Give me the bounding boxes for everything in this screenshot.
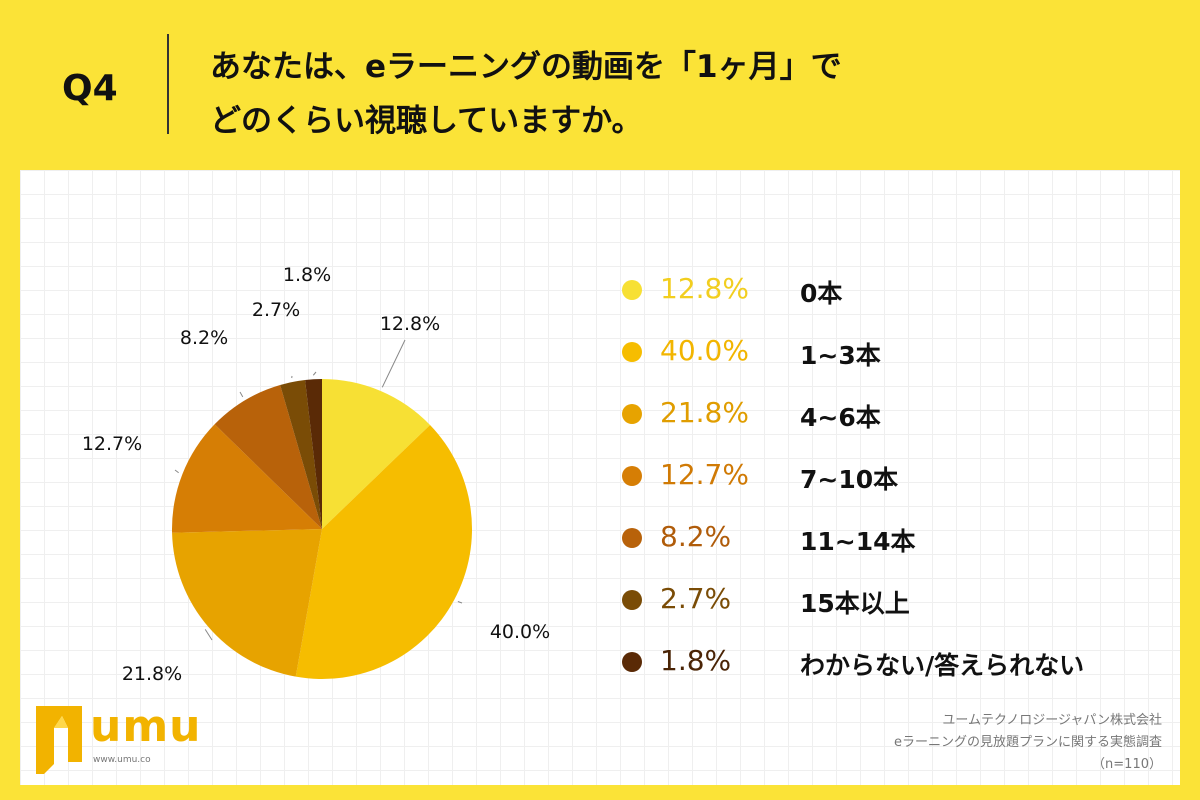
pie-data-label: 12.8% [380,313,440,335]
source-note: ユームテクノロジージャパン株式会社 eラーニングの見放題プランに関する実態調査 … [894,710,1162,776]
pie-slice [172,529,322,677]
pie-data-label: 1.8% [283,264,331,286]
umu-logo-icon [36,706,82,774]
brand-logo-text: umu [90,701,202,752]
question-title: あなたは、eラーニングの動画を「1ヶ月」で どのくらい視聴していますか。 [210,40,842,148]
pie-leader-line [174,469,179,474]
source-survey: eラーニングの見放題プランに関する実態調査 [894,735,1162,750]
pie-slice [295,424,472,679]
pie-data-label: 40.0% [490,621,550,643]
pie-leader-line [381,339,406,388]
pie-data-label: 12.7% [82,433,142,455]
pie-slice [322,379,431,529]
source-company: ユームテクノロジージャパン株式会社 [942,713,1162,728]
question-number: Q4 [62,68,118,109]
pie-leader-line [457,601,463,604]
pie-slice [172,424,322,533]
pie-leader-line [239,391,244,398]
header: Q4 あなたは、eラーニングの動画を「1ヶ月」で どのくらい視聴していますか。 [0,0,1200,170]
question-title-line2: どのくらい視聴していますか。 [210,103,643,139]
pie-slice [280,379,322,529]
pie-data-label: 8.2% [180,327,228,349]
pie-leader-line [204,629,213,641]
pie-data-label: 21.8% [122,663,182,685]
pie-data-label: 2.7% [252,299,300,321]
question-title-line1: あなたは、eラーニングの動画を「1ヶ月」で [210,49,842,85]
pie-slice [214,384,322,529]
header-divider [167,34,169,134]
pie-slice [305,379,322,529]
pie-leader-line [312,371,317,376]
source-sample: （n=110） [1092,757,1162,772]
brand-url: www.umu.co [93,755,151,765]
